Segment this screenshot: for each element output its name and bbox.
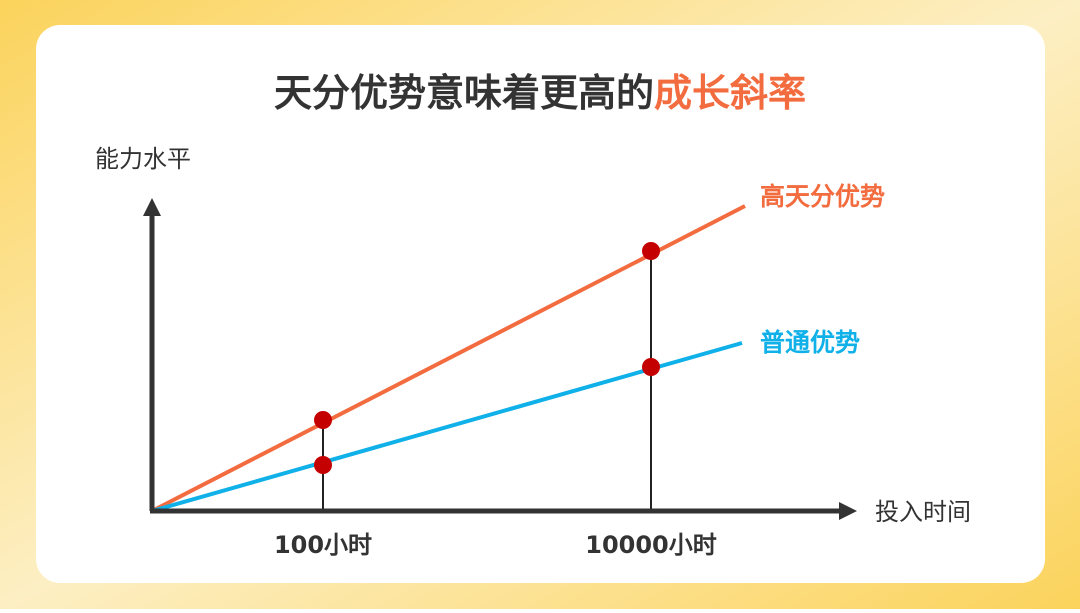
- line-label: 普通优势: [760, 328, 860, 357]
- x-arrow: [839, 502, 857, 520]
- title: 天分优势意味着更高的成长斜率: [274, 71, 806, 115]
- card: [36, 25, 1045, 583]
- title-main: 天分优势意味着更高的: [274, 71, 654, 115]
- x-marker-label: 100小时: [274, 531, 372, 559]
- dot: [314, 411, 332, 429]
- y-arrow: [143, 198, 161, 216]
- title-highlight: 成长斜率: [654, 71, 806, 115]
- line-label: 高天分优势: [760, 182, 885, 211]
- dot: [642, 358, 660, 376]
- x-axis-label: 投入时间: [875, 498, 971, 526]
- y-axis-label: 能力水平: [95, 145, 191, 173]
- x-marker-label: 10000小时: [585, 531, 717, 559]
- dot: [642, 242, 660, 260]
- dot: [314, 456, 332, 474]
